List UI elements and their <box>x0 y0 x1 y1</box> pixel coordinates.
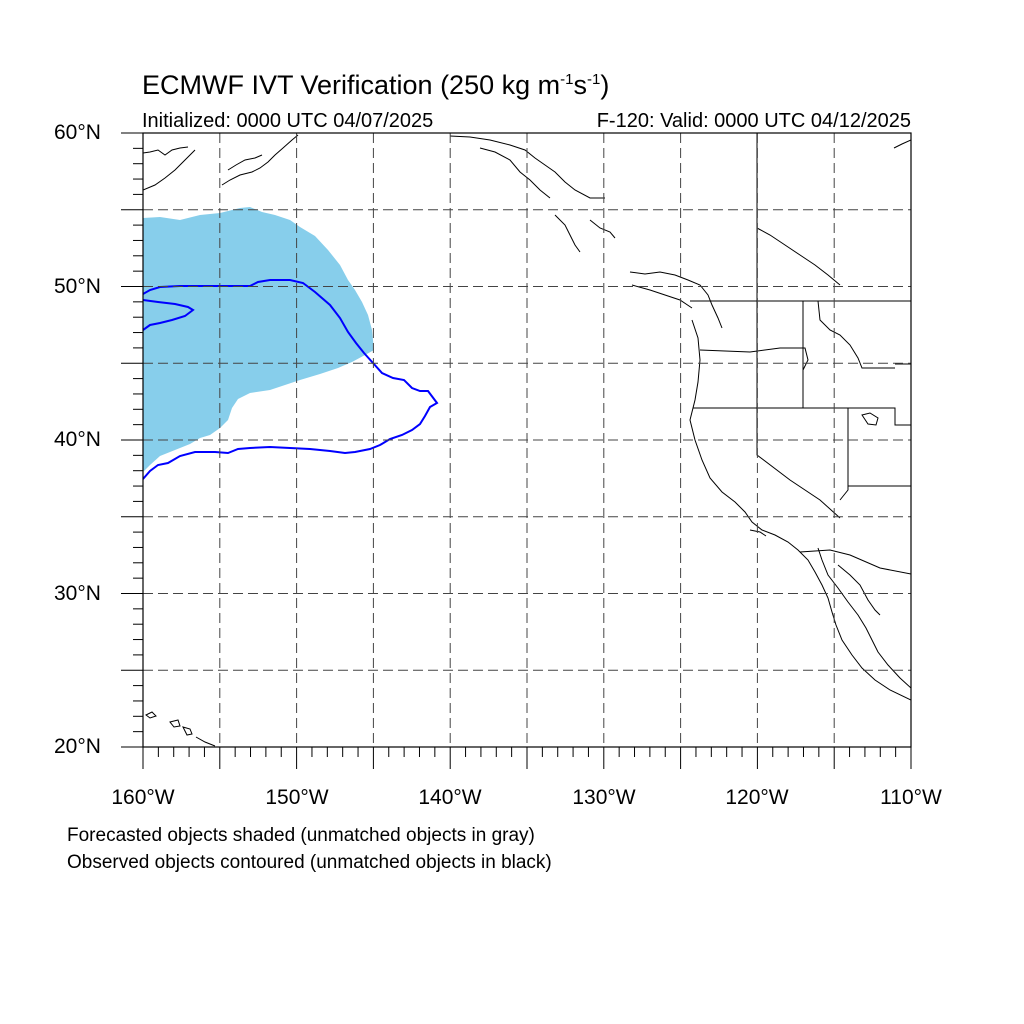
lon-label-150w: 150°W <box>265 786 329 809</box>
lon-label-160w: 160°W <box>111 786 175 809</box>
coastlines <box>143 134 911 747</box>
lon-label-120w: 120°W <box>725 786 789 809</box>
lat-label-20: 20°N <box>54 735 101 758</box>
map-title: ECMWF IVT Verification (250 kg m-1s-1) <box>142 70 610 100</box>
lon-label-140w: 140°W <box>418 786 482 809</box>
map-frame <box>142 132 912 748</box>
lon-label-130w: 130°W <box>572 786 636 809</box>
lat-label-60: 60°N <box>54 121 101 144</box>
axis-ticks <box>121 132 912 769</box>
forecast-ivt-object <box>143 207 374 472</box>
observed-ivt-lobe <box>143 299 195 331</box>
caption-forecast: Forecasted objects shaded (unmatched obj… <box>67 825 535 846</box>
observed-ivt-object <box>143 279 439 480</box>
valid-time-label: F-120: Valid: 0000 UTC 04/12/2025 <box>596 110 911 132</box>
graticule <box>143 133 911 747</box>
political-boundaries <box>690 133 911 575</box>
lon-label-110w: 110°W <box>880 786 942 809</box>
lat-label-50: 50°N <box>54 275 101 298</box>
lat-label-40: 40°N <box>54 428 101 451</box>
lat-label-30: 30°N <box>54 582 101 605</box>
caption-observed: Observed objects contoured (unmatched ob… <box>67 852 552 873</box>
initialized-label: Initialized: 0000 UTC 04/07/2025 <box>142 110 434 132</box>
